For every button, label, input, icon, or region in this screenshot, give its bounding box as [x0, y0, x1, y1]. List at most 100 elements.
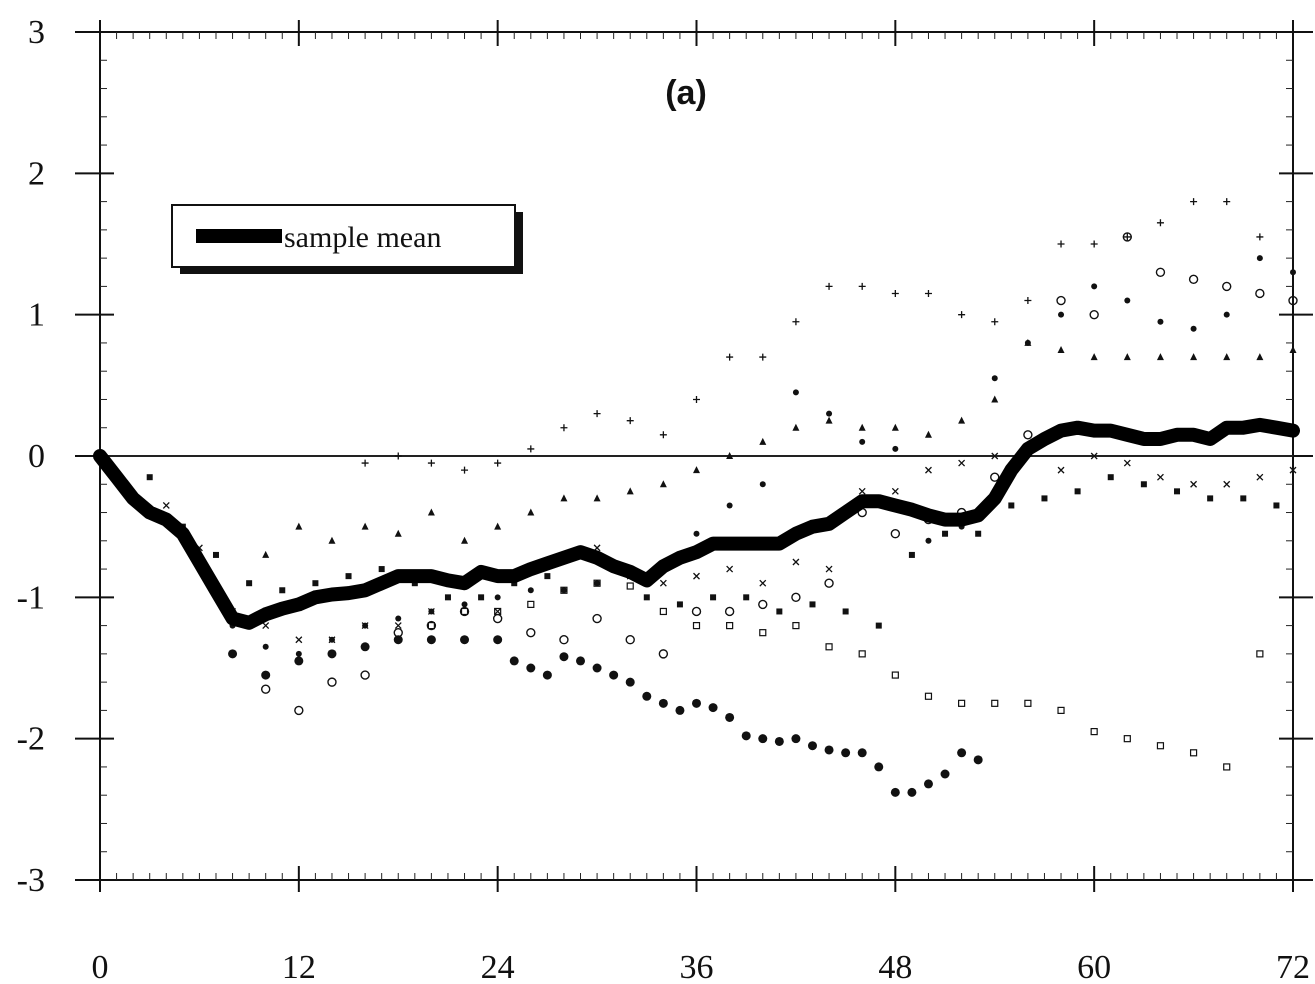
data-point	[792, 318, 800, 326]
x-tick-label: 12	[282, 949, 316, 984]
data-point	[759, 481, 766, 488]
data-point	[228, 649, 238, 659]
data-point	[559, 652, 569, 662]
data-point	[1123, 735, 1131, 743]
data-point	[361, 459, 369, 467]
data-point	[924, 430, 932, 438]
data-point	[294, 705, 304, 716]
data-point	[592, 613, 602, 624]
major-ticks	[75, 20, 1313, 892]
data-point	[146, 474, 153, 481]
data-point	[461, 466, 469, 474]
data-point	[1122, 232, 1133, 242]
data-point	[890, 787, 900, 797]
data-point	[345, 573, 352, 580]
data-point	[726, 621, 734, 630]
x-tick-labels: 0 12 24 36 48 60 72	[92, 949, 1311, 984]
data-point	[1057, 706, 1065, 715]
x-tick-label: 0	[92, 949, 109, 984]
data-point	[294, 656, 304, 666]
data-point	[593, 494, 601, 502]
data-point	[659, 579, 667, 587]
data-point	[923, 779, 933, 789]
data-point	[925, 466, 932, 474]
data-point	[560, 494, 568, 502]
data-point	[973, 755, 983, 765]
data-point	[692, 698, 701, 708]
data-point	[393, 635, 403, 645]
data-point	[825, 565, 833, 573]
data-point	[975, 530, 982, 537]
data-point	[792, 423, 800, 431]
data-point	[643, 594, 650, 601]
data-point	[659, 431, 667, 439]
data-point	[394, 452, 402, 460]
data-point	[792, 621, 800, 630]
data-point	[659, 480, 667, 488]
data-point	[1123, 353, 1131, 361]
data-point	[427, 621, 435, 630]
data-point	[626, 582, 634, 590]
data-point	[426, 620, 437, 631]
data-point	[544, 573, 551, 580]
data-point	[925, 537, 932, 544]
data-point	[942, 530, 949, 537]
data-point	[809, 601, 816, 608]
data-point	[426, 635, 436, 645]
data-point	[824, 745, 834, 755]
data-point	[295, 650, 302, 657]
data-point	[559, 635, 569, 645]
data-point	[1256, 255, 1263, 262]
data-point	[1256, 233, 1264, 241]
data-point	[1008, 502, 1015, 509]
data-point	[825, 282, 833, 290]
data-point	[1089, 309, 1099, 320]
data-point	[1156, 742, 1165, 750]
data-point	[842, 608, 849, 615]
data-point	[958, 416, 966, 424]
data-point	[461, 636, 468, 644]
data-point	[991, 395, 999, 403]
data-point	[526, 663, 536, 673]
data-point	[312, 580, 319, 587]
data-point	[1090, 353, 1098, 361]
data-point	[1058, 311, 1065, 318]
data-point	[1056, 295, 1066, 306]
data-point	[478, 594, 485, 601]
data-point	[279, 587, 286, 594]
data-point	[493, 635, 503, 645]
data-point	[758, 599, 768, 610]
data-point	[726, 565, 734, 573]
data-point	[791, 592, 801, 603]
data-point	[891, 487, 899, 495]
y-tick-label: 1	[28, 297, 45, 334]
data-point	[1223, 480, 1231, 488]
sample-mean-line	[93, 417, 1300, 630]
y-tick-label: 3	[28, 14, 45, 51]
data-point	[759, 437, 767, 445]
data-point	[991, 318, 999, 326]
data-point	[362, 622, 369, 629]
data-point	[792, 389, 799, 396]
data-point	[858, 423, 866, 431]
data-point	[527, 587, 534, 594]
data-point	[759, 353, 767, 361]
data-point	[776, 608, 783, 615]
data-point	[626, 417, 634, 425]
data-point	[162, 502, 170, 509]
data-point	[908, 551, 915, 558]
data-point	[1288, 295, 1298, 306]
data-point	[940, 769, 950, 779]
data-point	[1090, 452, 1098, 460]
data-point	[461, 601, 468, 608]
data-point	[1222, 281, 1232, 292]
data-point	[461, 536, 469, 544]
data-point	[1090, 727, 1098, 736]
data-point	[1091, 283, 1098, 290]
data-point	[724, 606, 735, 617]
data-point	[395, 615, 402, 622]
data-point	[262, 550, 270, 558]
data-point	[858, 650, 866, 658]
data-point	[411, 580, 418, 587]
